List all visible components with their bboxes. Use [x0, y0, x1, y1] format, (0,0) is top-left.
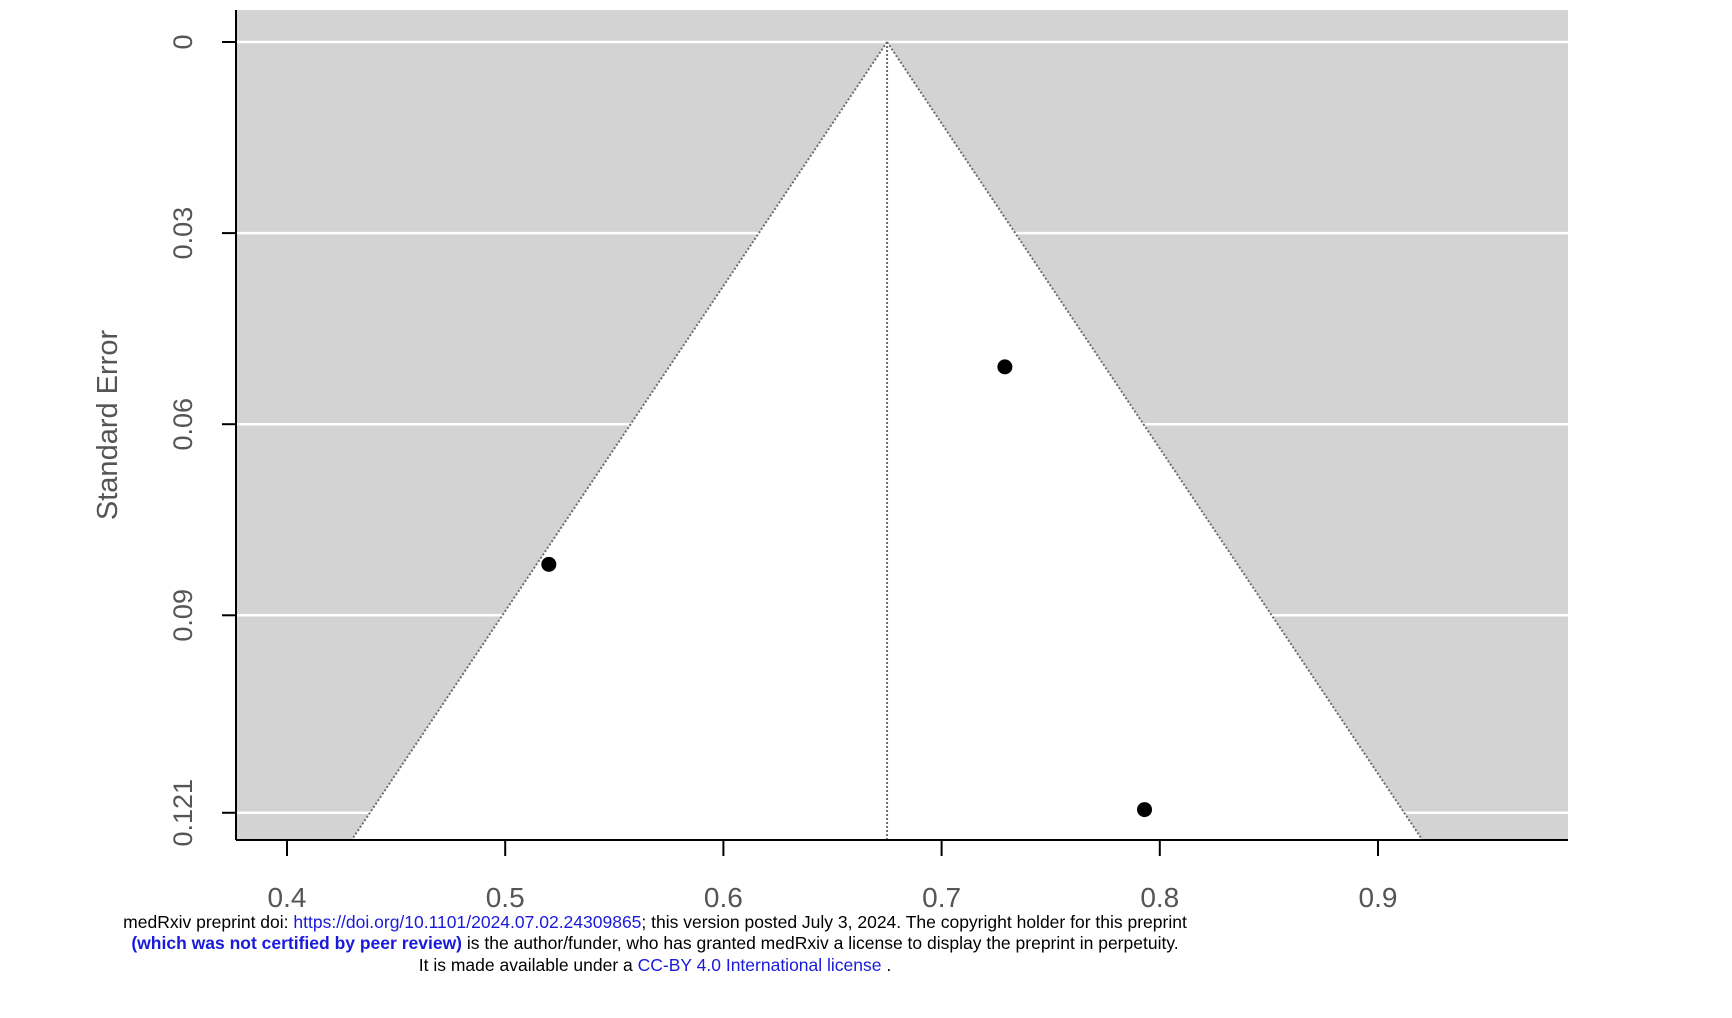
x-tick-label-4: 0.8: [1140, 882, 1179, 913]
funnel-left-boundary: [350, 41, 888, 841]
y-tick-label-0: 0: [168, 34, 198, 49]
doi-link[interactable]: https://doi.org/10.1101/2024.07.02.24309…: [293, 912, 642, 932]
peer-review-notice: (which was not certified by peer review): [131, 933, 463, 953]
preprint-notice-line-1: medRxiv preprint doi: https://doi.org/10…: [0, 912, 1310, 932]
x-tick-label-2: 0.6: [704, 882, 743, 913]
preprint-notice-line-3: It is made available under a CC-BY 4.0 I…: [0, 955, 1310, 975]
funnel-right-boundary: [886, 41, 1424, 841]
y-axis-ticks: 0 0.03 0.06 0.09 0.121: [168, 34, 236, 847]
notice-prefix: medRxiv preprint doi:: [123, 912, 294, 932]
license-statement: is the author/funder, who has granted me…: [462, 933, 1179, 953]
y-tick-label-3: 0.09: [168, 589, 198, 642]
x-tick-label-5: 0.9: [1359, 882, 1398, 913]
funnel-region: [351, 42, 1423, 840]
x-tick-label-0: 0.4: [268, 882, 307, 913]
y-axis-label: Standard Error: [92, 330, 124, 521]
license-suffix: .: [881, 955, 892, 975]
license-link[interactable]: CC-BY 4.0 International license: [637, 955, 882, 975]
y-tick-label-1: 0.03: [168, 207, 198, 260]
notice-suffix: ; this version posted July 3, 2024. The …: [641, 912, 1187, 932]
study-point-0: [541, 556, 557, 572]
y-tick-label-4: 0.121: [168, 779, 198, 847]
study-point-2: [1137, 802, 1153, 818]
study-points: [541, 359, 1153, 818]
license-prefix: It is made available under a: [418, 955, 638, 975]
preprint-notice-line-2: (which was not certified by peer review)…: [0, 933, 1310, 953]
x-tick-label-3: 0.7: [922, 882, 961, 913]
x-tick-label-1: 0.5: [486, 882, 525, 913]
study-point-1: [997, 359, 1013, 375]
x-axis-ticks: 0.4 0.5 0.6 0.7 0.8 0.9: [268, 840, 1398, 913]
y-tick-label-2: 0.06: [168, 398, 198, 451]
